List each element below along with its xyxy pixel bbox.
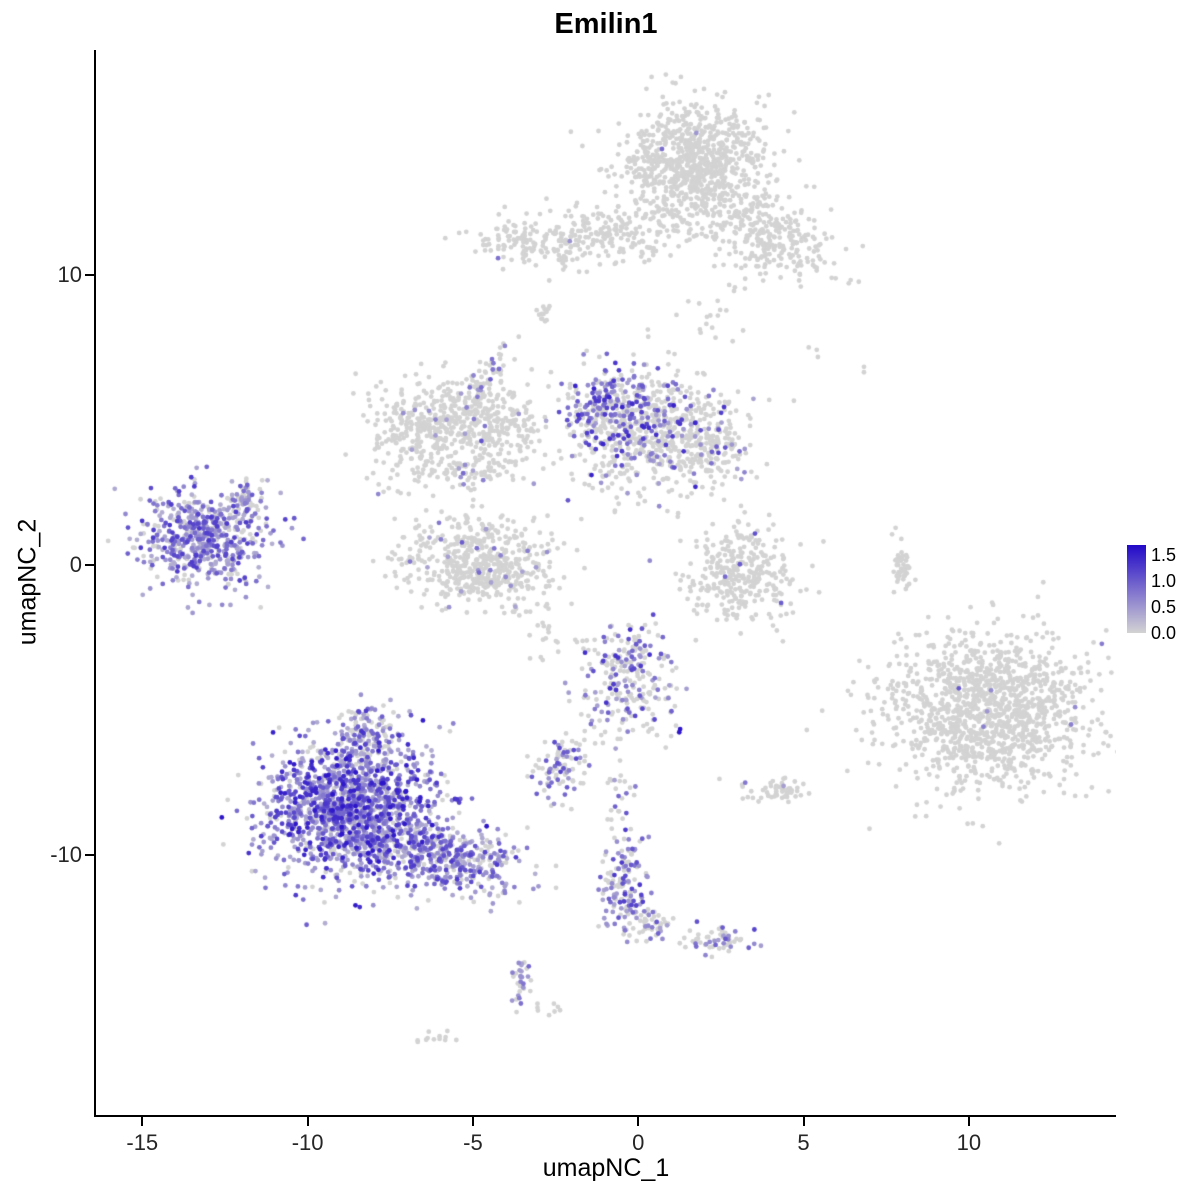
legend-value-label: 0.5 [1151,597,1177,618]
legend-value-label: 1.5 [1151,545,1177,566]
y-tick-label: -10 [50,841,82,867]
x-tick-label: -10 [291,1130,324,1155]
x-tick-mark [967,1117,970,1126]
x-tick-mark [471,1117,474,1126]
x-tick-label: 0 [632,1130,645,1155]
x-tick-mark [637,1117,640,1126]
legend-gradient-bar [1127,545,1146,633]
y-axis-line [94,50,96,1117]
legend-value-label: 0.0 [1151,623,1177,643]
y-tick-mark [85,274,94,276]
scatter-canvas [96,50,1116,1115]
x-axis-title: umapNC_1 [542,1154,670,1182]
x-tick-label: 10 [956,1130,982,1155]
x-tick-label: -15 [126,1130,159,1155]
x-axis-line [94,1115,1116,1117]
x-tick-label: -5 [463,1130,483,1155]
plot-title: Emilin1 [554,8,658,40]
y-tick-label: 0 [69,551,82,577]
x-tick-mark [802,1117,805,1126]
legend-value-label: 1.0 [1151,571,1177,592]
y-tick-label: 10 [57,262,82,287]
y-tick-mark [85,853,94,856]
x-tick-mark [141,1117,144,1126]
y-axis-title: umapNC_2 [13,518,42,646]
y-tick-mark [85,563,94,566]
x-tick-label: 5 [797,1130,810,1155]
x-tick-mark [306,1117,309,1126]
